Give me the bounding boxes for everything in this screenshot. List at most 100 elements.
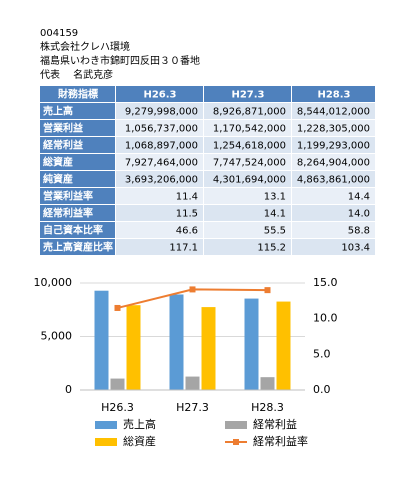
cell-value: 4,863,861,000 xyxy=(297,175,370,186)
cell xyxy=(40,222,115,238)
cell xyxy=(204,188,291,204)
bar xyxy=(185,376,200,390)
cell xyxy=(292,205,375,221)
cell-value: 103.4 xyxy=(341,243,370,254)
bar xyxy=(260,377,275,390)
row-label: 売上高 xyxy=(43,105,73,118)
cell xyxy=(116,188,203,204)
cell xyxy=(204,239,291,255)
cell xyxy=(292,171,375,187)
cell xyxy=(116,103,203,119)
cell-value: 1,254,618,000 xyxy=(213,141,286,152)
legend-swatch xyxy=(95,421,117,429)
cell xyxy=(40,120,115,136)
cell-value: 58.8 xyxy=(348,226,370,237)
header-cell xyxy=(40,86,115,102)
code: 004159 xyxy=(40,28,78,39)
legend-swatch xyxy=(225,421,247,429)
cell xyxy=(204,137,291,153)
marker xyxy=(264,287,271,294)
cell xyxy=(292,103,375,119)
address: 福島県いわき市錦町四反田３０番地 xyxy=(40,54,200,67)
cell-value: 4,301,694,000 xyxy=(213,175,286,186)
cell xyxy=(204,205,291,221)
legend-label: 総資産 xyxy=(123,434,156,448)
cell xyxy=(116,205,203,221)
cell-value: 55.5 xyxy=(264,226,286,237)
y-tick-label: 10,000 xyxy=(34,276,73,289)
cell xyxy=(292,120,375,136)
cell-value: 1,228,305,000 xyxy=(297,124,370,135)
cell xyxy=(40,205,115,221)
cell-value: 1,199,293,000 xyxy=(297,141,370,152)
bar xyxy=(276,301,291,390)
cell-value: 9,279,998,000 xyxy=(125,107,198,118)
cell-value: 14.1 xyxy=(264,209,286,220)
row-label: 純資産 xyxy=(43,173,73,186)
cell xyxy=(292,154,375,170)
cell xyxy=(40,188,115,204)
cell-value: 1,068,897,000 xyxy=(125,141,198,152)
x-tick-label: H26.3 xyxy=(101,401,134,414)
cell xyxy=(204,171,291,187)
cell-value: 11.5 xyxy=(176,209,198,220)
cell xyxy=(204,222,291,238)
header-cell xyxy=(204,86,291,102)
legend-label: 経常利益 xyxy=(253,417,297,431)
bar xyxy=(244,298,259,390)
y2-tick-label: 0.0 xyxy=(313,383,331,396)
header-cell xyxy=(292,86,375,102)
row-label: 総資産 xyxy=(43,156,73,169)
cell xyxy=(292,137,375,153)
cell xyxy=(116,120,203,136)
row-label: 自己資本比率 xyxy=(43,224,103,237)
cell-value: 14.4 xyxy=(348,192,370,203)
cell xyxy=(204,154,291,170)
cell-value: 13.1 xyxy=(264,192,286,203)
column-header: H26.3 xyxy=(143,90,176,101)
row-label: 売上高資産比率 xyxy=(43,241,113,254)
bar xyxy=(94,290,109,390)
legend-label: 売上高 xyxy=(123,417,156,431)
row-label: 営業利益 xyxy=(43,122,83,135)
legend-marker xyxy=(233,439,239,445)
y2-tick-label: 15.0 xyxy=(313,276,338,289)
row-label: 営業利益率 xyxy=(43,190,93,203)
cell xyxy=(204,103,291,119)
cell xyxy=(204,120,291,136)
bar xyxy=(110,378,125,390)
cell xyxy=(40,239,115,255)
representative: 代表 名武克彦 xyxy=(40,68,113,81)
cell-value: 8,544,012,000 xyxy=(297,107,370,118)
cell xyxy=(116,171,203,187)
cell-value: 8,926,871,000 xyxy=(213,107,286,118)
column-header: H27.3 xyxy=(231,90,264,101)
legend-swatch xyxy=(95,438,117,446)
column-header: H28.3 xyxy=(317,90,350,101)
cell-value: 11.4 xyxy=(176,192,198,203)
y-tick-label: 5,000 xyxy=(41,330,73,343)
cell xyxy=(40,137,115,153)
column-header: 財務指標 xyxy=(57,88,98,101)
legend-label: 経常利益率 xyxy=(253,434,308,448)
cell xyxy=(292,222,375,238)
marker xyxy=(114,304,121,311)
cell-value: 1,056,737,000 xyxy=(125,124,198,135)
row-label: 経常利益率 xyxy=(43,207,93,220)
company: 株式会社クレハ環境 xyxy=(40,40,130,53)
cell xyxy=(40,154,115,170)
bar xyxy=(126,305,141,390)
cell xyxy=(292,239,375,255)
y-tick-label: 0 xyxy=(65,383,72,396)
header-cell xyxy=(116,86,203,102)
cell xyxy=(116,222,203,238)
cell xyxy=(40,171,115,187)
cell-value: 1,170,542,000 xyxy=(213,124,286,135)
cell-value: 7,747,524,000 xyxy=(213,158,286,169)
cell-value: 117.1 xyxy=(169,243,198,254)
marker xyxy=(189,286,196,293)
y2-tick-label: 10.0 xyxy=(313,312,338,325)
y2-tick-label: 5.0 xyxy=(313,347,331,360)
row-label: 経常利益 xyxy=(43,139,83,152)
